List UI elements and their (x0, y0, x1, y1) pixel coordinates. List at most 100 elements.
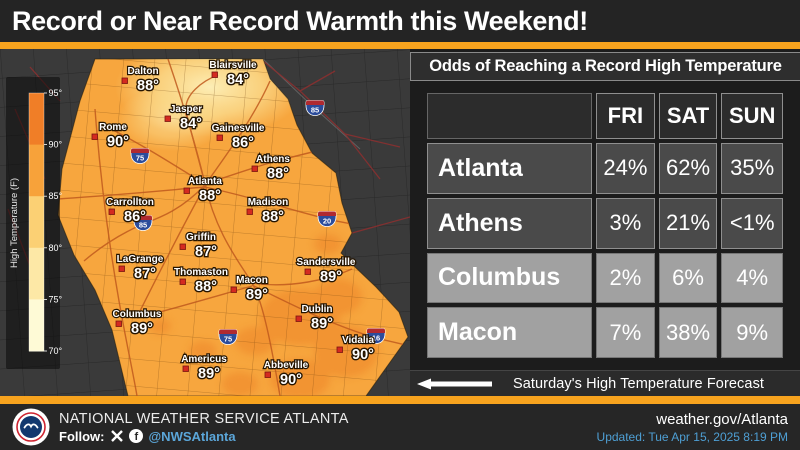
city-temp-label: 89° (311, 316, 333, 332)
nws-logo (12, 408, 50, 446)
title-bar: Record or Near Record Warmth this Weeken… (0, 0, 800, 42)
odds-cell: 62% (658, 143, 718, 194)
city-marker (264, 371, 271, 378)
legend-color-band (29, 93, 44, 146)
city-temp-label: 86° (124, 209, 146, 225)
city-marker (164, 115, 171, 122)
city-marker (183, 187, 190, 194)
legend-tick-label: 70° (49, 346, 63, 356)
city-marker (91, 133, 98, 140)
svg-text:85: 85 (311, 106, 319, 115)
city-marker (295, 315, 302, 322)
interstate-shield: 85 (133, 215, 153, 231)
col-header-sun: SUN (721, 93, 783, 139)
city-temp-label: 89° (198, 366, 220, 382)
page-title: Record or Near Record Warmth this Weeken… (12, 5, 588, 36)
interstate-shield: 75 (218, 329, 238, 345)
interstate-shield: 16 (366, 328, 386, 344)
footer: NATIONAL WEATHER SERVICE ATLANTA Follow:… (0, 404, 800, 450)
legend-color-band (29, 299, 44, 352)
city-cell: Macon (427, 307, 593, 358)
odds-cell: 35% (721, 143, 783, 194)
svg-text:f: f (134, 431, 138, 443)
city-marker (108, 208, 115, 215)
odds-panel-header: Odds of Reaching a Record High Temperatu… (410, 52, 800, 81)
city-temp-label: 84° (227, 72, 249, 88)
x-twitter-icon (110, 430, 123, 442)
city-cell: Athens (427, 197, 593, 249)
left-arrow-icon (417, 378, 492, 389)
odds-cell: 7% (596, 307, 655, 358)
svg-text:85: 85 (139, 221, 147, 230)
table-row-columbus: Columbus 2% 6% 4% (427, 252, 783, 304)
city-temp-label: 88° (195, 279, 217, 295)
city-name-label: Dalton (127, 66, 158, 77)
city-temp-label: 87° (134, 266, 156, 282)
odds-table-wrap: FRI SAT SUN Atlanta 24% 62% 35% Athens 3… (410, 81, 800, 370)
city-temp-label: 88° (137, 78, 159, 94)
table-row-macon: Macon 7% 38% 9% (427, 307, 783, 358)
legend-tick-label: 90° (49, 140, 63, 150)
city-name-label: Atlanta (188, 176, 222, 187)
city-name-label: Sandersville (297, 257, 356, 268)
odds-cell: 9% (721, 307, 783, 358)
city-marker (230, 286, 237, 293)
odds-cell: 38% (658, 307, 718, 358)
odds-cell: 24% (596, 143, 655, 194)
legend-tick-label: 80° (49, 243, 63, 253)
odds-cell: 6% (658, 252, 718, 304)
city-marker (304, 268, 311, 275)
city-name-label: Griffin (186, 232, 216, 243)
col-header-fri: FRI (596, 93, 655, 139)
table-row-athens: Athens 3% 21% <1% (427, 197, 783, 249)
city-temp-label: 89° (131, 321, 153, 337)
city-marker (179, 278, 186, 285)
table-row-atlanta: Atlanta 24% 62% 35% (427, 143, 783, 194)
legend-title: High Temperature (F) (9, 178, 20, 268)
city-temp-label: 90° (352, 347, 374, 363)
city-marker (179, 243, 186, 250)
city-name-label: Rome (99, 122, 127, 133)
map-caption-bar: Saturday's High Temperature Forecast (410, 370, 800, 396)
city-marker (121, 77, 128, 84)
city-name-label: Blairsville (209, 60, 257, 71)
legend-tick-label: 85° (49, 191, 63, 201)
city-temp-label: 86° (232, 135, 254, 151)
city-marker (211, 71, 218, 78)
social-handle-link[interactable]: @NWSAtlanta (148, 428, 236, 444)
city-temp-label: 89° (320, 269, 342, 285)
table-corner-cell (427, 93, 593, 139)
accent-stripe-bottom (0, 396, 800, 404)
city-labels: Dalton88°Blairsville84°Jasper84°Rome90°G… (91, 59, 376, 390)
city-marker (216, 134, 223, 141)
svg-text:75: 75 (224, 335, 232, 344)
city-temp-label: 90° (107, 134, 129, 150)
odds-cell: 3% (596, 197, 655, 249)
forecast-map: 75 85 85 20 75 16 Dalton 88° Blairsville 84° Jasp… (0, 49, 410, 396)
city-name-label: Thomaston (174, 267, 228, 278)
website-link[interactable]: weather.gov/Atlanta (656, 410, 788, 428)
city-name-label: Abbeville (264, 360, 309, 371)
legend-tick-label: 75° (49, 294, 63, 304)
odds-cell: 2% (596, 252, 655, 304)
main-area: 75 85 85 20 75 16 Dalton 88° Blairsville 84° Jasp… (0, 49, 800, 396)
city-temp-label: 88° (199, 188, 221, 204)
city-cell: Columbus (427, 252, 593, 304)
city-temp-label: 84° (180, 116, 202, 132)
svg-text:75: 75 (136, 154, 144, 163)
legend-color-band (29, 144, 44, 197)
